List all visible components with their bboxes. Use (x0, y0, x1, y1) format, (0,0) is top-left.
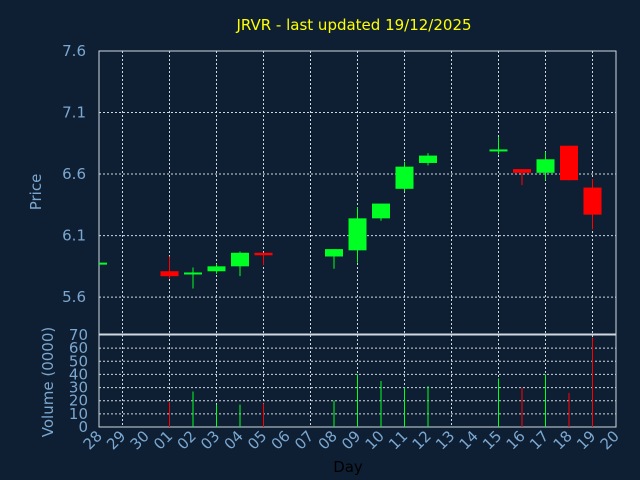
candle-body (560, 145, 578, 181)
x-tick-label: 18 (550, 427, 576, 453)
x-tick-label: 15 (479, 427, 505, 453)
x-tick-label: 07 (291, 427, 317, 453)
volume-axis-label: Volume (0000) (39, 327, 57, 437)
x-tick-label: 30 (127, 427, 153, 453)
price-axis-label: Price (27, 174, 45, 211)
x-axis-label: Day (333, 458, 363, 476)
candle-body (325, 249, 343, 257)
candle-body (395, 166, 414, 189)
x-tick-label: 13 (432, 427, 458, 453)
x-tick-label: 20 (597, 427, 623, 453)
x-tick-label: 09 (338, 427, 364, 453)
x-tick-label: 19 (573, 427, 599, 453)
candle-body (184, 272, 202, 275)
x-tick-label: 29 (103, 427, 129, 453)
candle-body (160, 271, 179, 277)
x-tick-label: 14 (456, 427, 482, 453)
x-tick-label: 01 (150, 427, 176, 453)
x-tick-label: 02 (174, 427, 200, 453)
candle-body (348, 218, 367, 251)
price-tick-label: 7.1 (62, 104, 86, 122)
x-tick-label: 05 (244, 427, 270, 453)
price-tick-label: 5.6 (62, 288, 86, 306)
candle-body (207, 266, 226, 272)
x-axis: 2829300102030405060708091011121314151617… (80, 427, 623, 453)
candle-body (536, 159, 555, 173)
volume-tick-label: 60 (69, 339, 88, 357)
x-tick-label: 03 (197, 427, 223, 453)
x-tick-label: 06 (268, 427, 294, 453)
volume-tick-label: 0 (78, 418, 88, 436)
volume-tick-label: 50 (69, 352, 88, 370)
candle-body (372, 203, 390, 219)
x-tick-label: 04 (221, 427, 247, 453)
x-tick-label: 08 (315, 427, 341, 453)
chart-title: JRVR - last updated 19/12/2025 (235, 16, 471, 34)
volume-tick-label: 20 (69, 392, 88, 410)
price-tick-label: 6.6 (62, 165, 86, 183)
x-tick-label: 16 (503, 427, 529, 453)
candle-body (99, 262, 107, 265)
x-tick-label: 17 (526, 427, 552, 453)
candle-body (583, 187, 602, 215)
volume-tick-label: 10 (69, 405, 88, 423)
candle-body (231, 252, 249, 267)
candle-body (254, 252, 273, 256)
candle-body (513, 169, 531, 173)
x-tick-label: 12 (409, 427, 435, 453)
price-tick-label: 7.6 (62, 42, 86, 60)
volume-tick-label: 30 (69, 379, 88, 397)
candle-body (489, 149, 508, 152)
price-tick-label: 6.1 (62, 227, 86, 245)
x-tick-label: 10 (362, 427, 388, 453)
candle-body (419, 155, 437, 163)
volume-tick-label: 70 (69, 326, 88, 344)
price-panel: 5.6 6.1 6.6 7.1 7.6 (62, 42, 617, 335)
x-tick-label: 11 (385, 427, 411, 453)
volume-tick-label: 40 (69, 365, 88, 383)
